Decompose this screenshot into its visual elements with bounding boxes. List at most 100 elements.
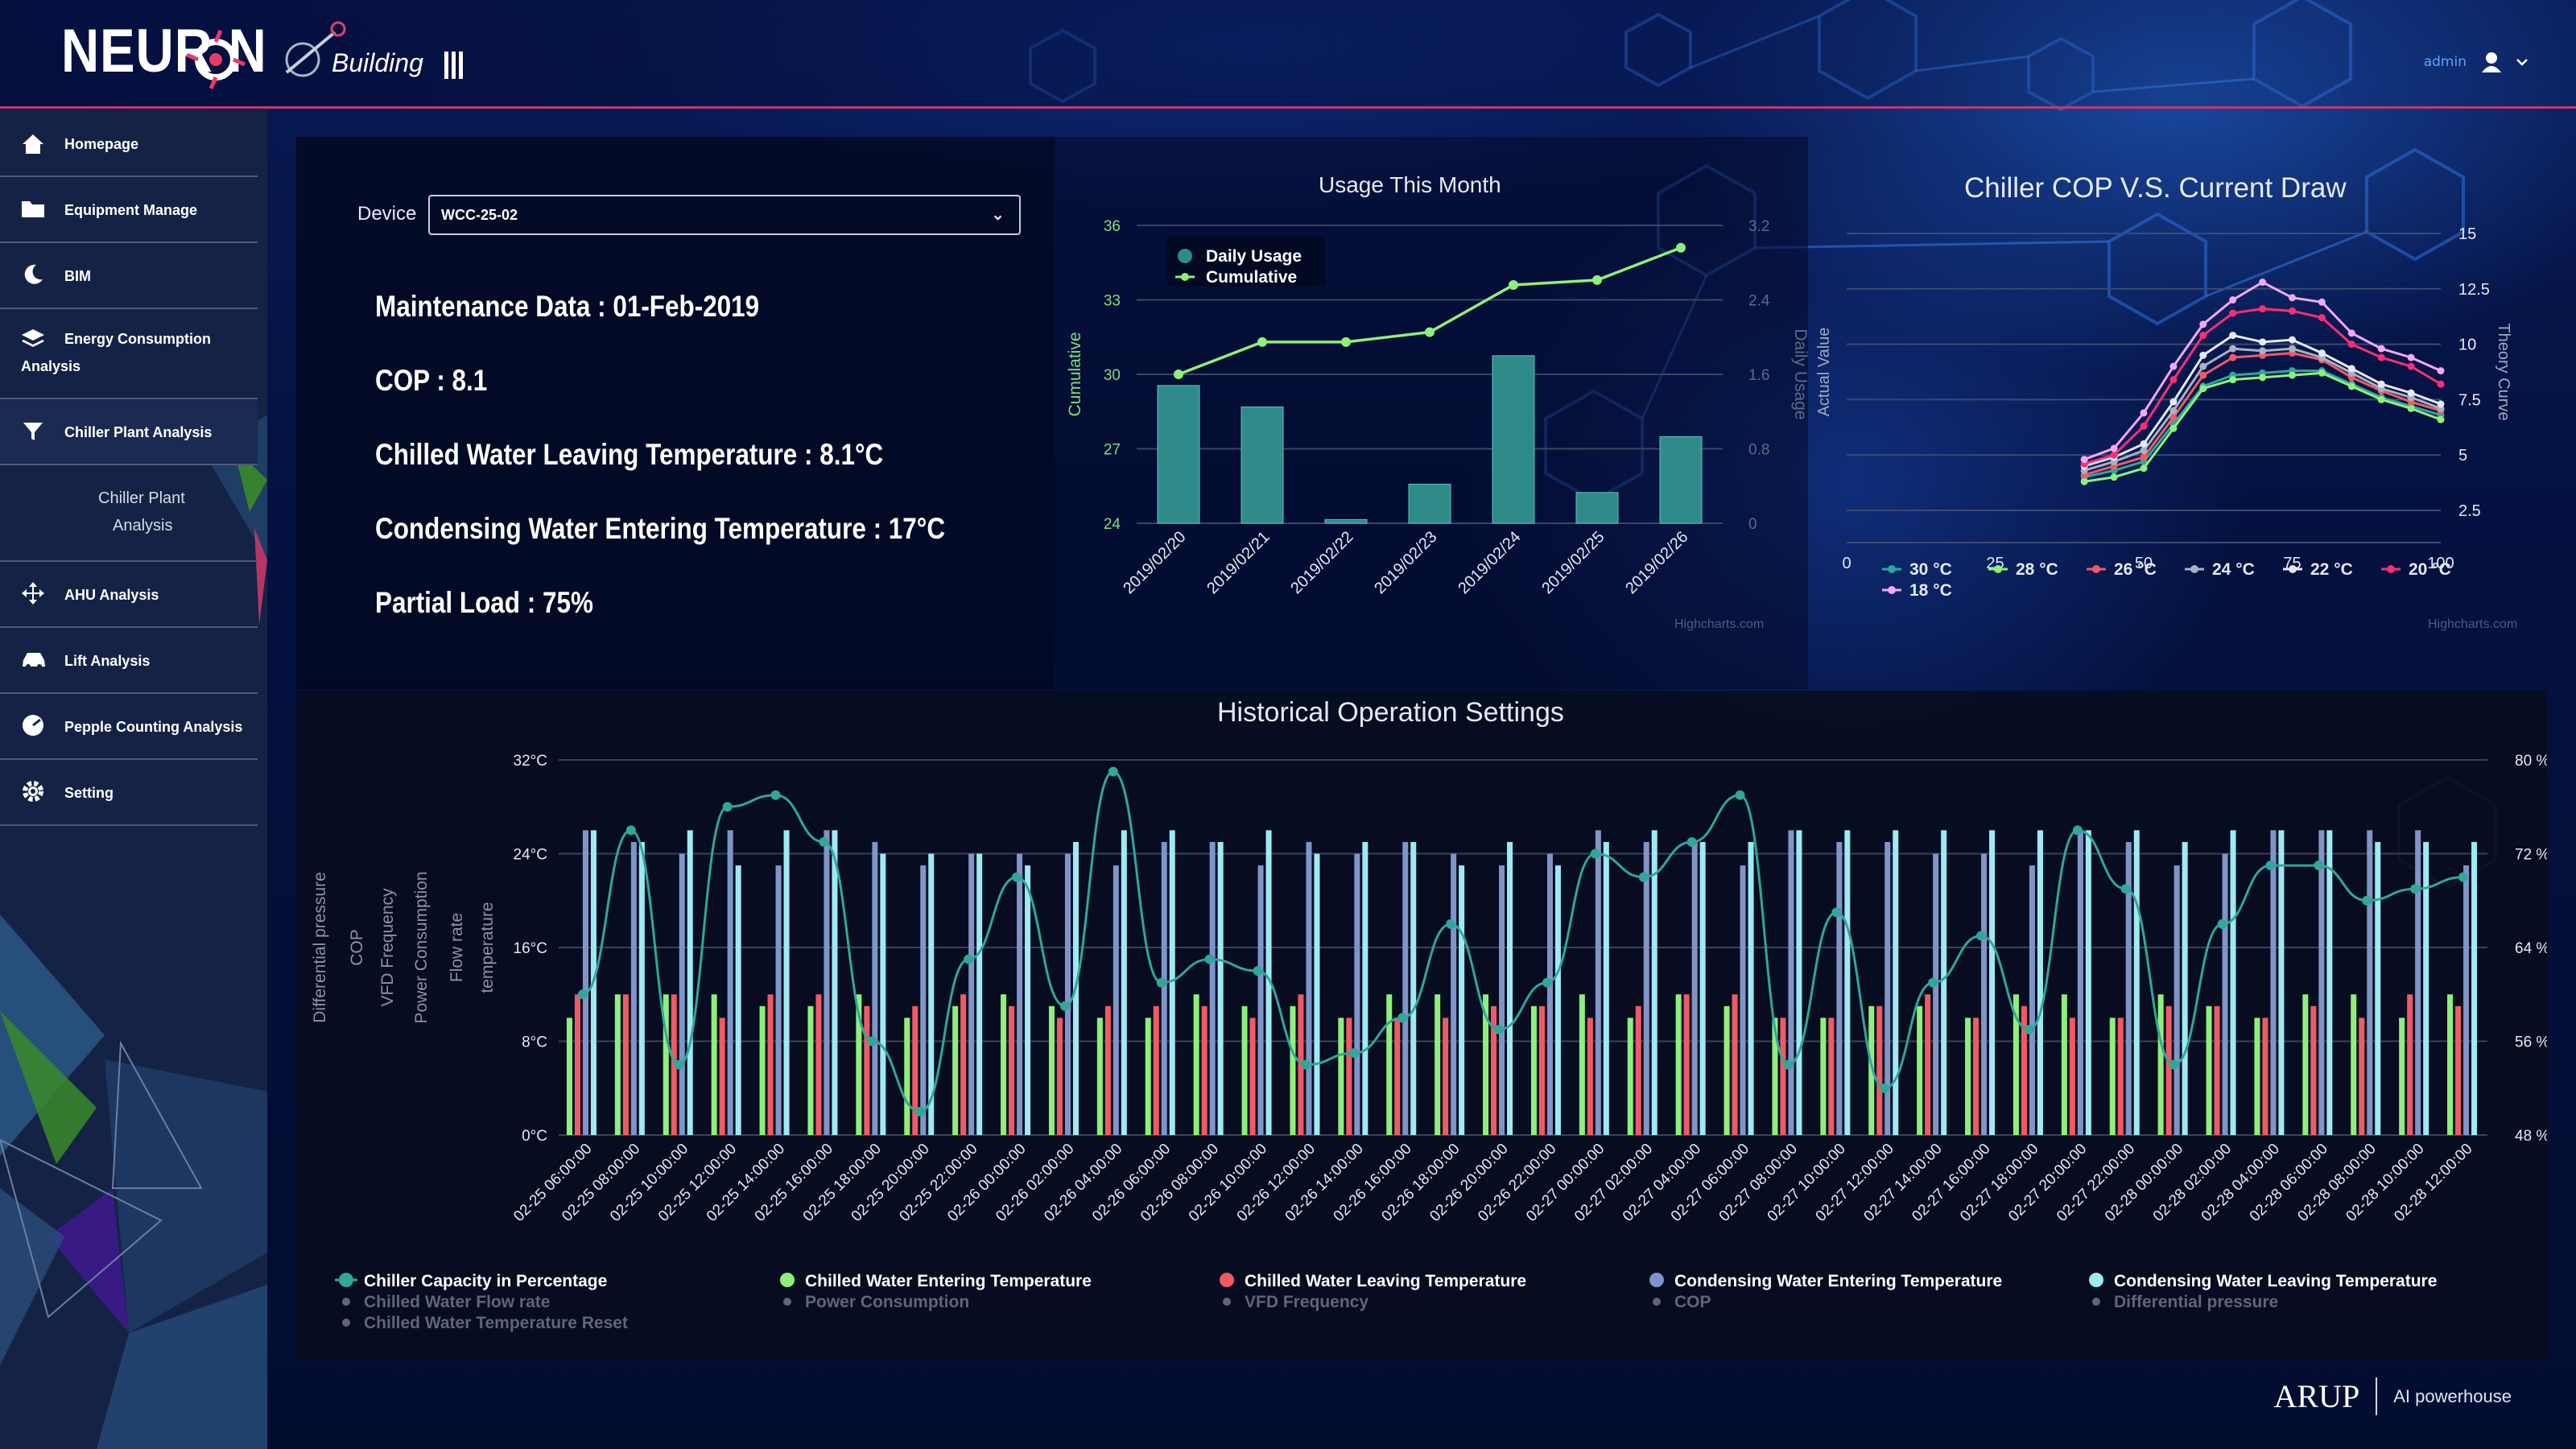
chilled-water-leaving-temp: Chilled Water Leaving Temperature : 8.1°…: [375, 438, 884, 471]
history-bar: [1394, 1018, 1401, 1135]
history-bar: [1965, 1018, 1971, 1135]
history-bar: [2174, 865, 2180, 1135]
user-menu[interactable]: admin: [2424, 52, 2528, 72]
y-tick-label: 0°C: [522, 1128, 547, 1145]
legend-label-inactive: Power Consumption: [805, 1293, 969, 1311]
legend-symbol: [342, 1319, 350, 1327]
cop-series-point: [2259, 279, 2267, 287]
logo-fan-icon: [186, 30, 246, 89]
cop-series-point: [2169, 376, 2178, 384]
moon-icon: [21, 262, 45, 287]
chiller-capacity-point: [2217, 919, 2227, 929]
sidebar-decoration: [0, 415, 267, 1449]
history-bar: [630, 841, 637, 1135]
legend-label: 26 °C: [2114, 560, 2157, 579]
chiller-capacity-point: [2024, 1024, 2034, 1034]
cop-series-point: [2229, 332, 2237, 340]
menu-toggle-button[interactable]: [444, 52, 467, 80]
history-bar: [824, 830, 830, 1135]
history-bar: [2029, 865, 2035, 1135]
history-bar: [735, 865, 741, 1135]
sidebar-item-ahu-analysis[interactable]: AHU Analysis: [0, 562, 258, 628]
history-bar: [1009, 1005, 1015, 1135]
chiller-capacity-point: [2362, 895, 2372, 906]
legend-label: Condensing Water Entering Temperature: [1674, 1272, 2002, 1290]
history-bar: [1893, 830, 1899, 1135]
history-bar: [2157, 994, 2164, 1135]
legend-label-inactive: VFD Frequency: [1245, 1293, 1368, 1311]
cop-series-point: [2140, 453, 2148, 461]
device-select[interactable]: WCC-25-02 ⌄: [428, 195, 1021, 235]
x-tick-label: 2019/02/22: [1287, 528, 1356, 597]
y2-tick-label: 0: [1748, 516, 1757, 533]
cop-value: COP : 8.1: [375, 364, 488, 397]
cop-series-point: [2259, 305, 2267, 313]
legend-label: 18 °C: [1909, 581, 1952, 600]
history-bar: [1459, 865, 1465, 1135]
cop-series-point: [2259, 338, 2267, 346]
cop-chart-title: Chiller COP V.S. Current Draw: [1964, 172, 2347, 204]
y2-tick-label: 80 %: [2515, 753, 2547, 770]
daily-usage-bar: [1659, 436, 1703, 524]
legend-symbol: [1223, 1298, 1231, 1306]
cop-series-point: [2229, 345, 2237, 353]
folder-icon: [21, 196, 45, 221]
sidebar-item-setting[interactable]: Setting: [0, 760, 258, 826]
legend-symbol: [2089, 1273, 2103, 1287]
cop-series-point: [2437, 367, 2445, 375]
history-bar: [1217, 841, 1224, 1135]
history-bar: [574, 994, 580, 1135]
history-bar: [2310, 1005, 2317, 1135]
chiller-capacity-point: [819, 836, 829, 847]
history-bar: [1001, 994, 1007, 1135]
y-axis-label: Power Consumption: [412, 871, 431, 1023]
sidebar-item-energy-consumption[interactable]: Energy Consumption Analysis: [0, 309, 258, 399]
history-bar: [1554, 865, 1561, 1135]
partial-load: Partial Load : 75%: [375, 586, 593, 619]
cop-series-point: [2199, 362, 2207, 370]
history-bar: [638, 841, 645, 1135]
history-bar: [2222, 853, 2228, 1135]
legend-label: 30 °C: [1909, 560, 1952, 579]
cop-series-point: [2229, 309, 2237, 317]
device-select-value: WCC-25-02: [441, 207, 518, 223]
cumulative-point: [1592, 275, 1602, 285]
sidebar-item-equipment-manage[interactable]: Equipment Manage: [0, 177, 258, 243]
footer-tagline: AI powerhouse: [2393, 1385, 2512, 1406]
x-tick-label: 2019/02/20: [1120, 528, 1189, 597]
daily-usage-bar: [1241, 406, 1284, 524]
legend-symbol: [1649, 1273, 1664, 1287]
cop-series-point: [2140, 440, 2148, 448]
sidebar-subitem-chiller-plant-analysis[interactable]: Chiller Plant Analysis: [0, 465, 258, 562]
history-bar: [2423, 841, 2429, 1135]
history-bar: [783, 830, 790, 1135]
cop-series-point: [2347, 341, 2355, 349]
history-bar: [614, 994, 621, 1135]
sidebar-item-people-counting[interactable]: Pepple Counting Analysis: [0, 694, 258, 760]
history-bar: [622, 994, 629, 1135]
legend-label-inactive: Differential pressure: [2114, 1293, 2278, 1311]
history-bar: [1314, 853, 1320, 1135]
history-bar: [2262, 1018, 2268, 1135]
cumulative-point: [1257, 336, 1267, 347]
history-bar: [2230, 830, 2236, 1135]
y-axis-label: Differential pressure: [311, 872, 329, 1023]
sidebar-item-lift-analysis[interactable]: Lift Analysis: [0, 628, 258, 694]
cop-series-line: [2083, 347, 2442, 472]
sidebar-item-bim[interactable]: BIM: [0, 243, 258, 309]
y-axis-label: temperature: [478, 902, 497, 993]
sidebar-item-homepage[interactable]: Homepage: [0, 114, 258, 177]
history-bar: [1732, 994, 1738, 1135]
y-tick-label: 36: [1104, 218, 1121, 235]
cop-series-point: [2289, 371, 2296, 379]
history-bar: [1675, 994, 1682, 1135]
history-bar: [960, 994, 967, 1135]
legend-symbol: [1178, 249, 1192, 263]
cop-series-point: [2199, 371, 2207, 379]
y2-tick-label: 1.6: [1748, 367, 1769, 384]
legend-symbol: [2092, 565, 2100, 573]
history-bar: [1290, 1005, 1296, 1135]
sidebar-item-chiller-plant-analysis[interactable]: Chiller Plant Analysis: [0, 399, 258, 465]
history-bar: [711, 994, 717, 1135]
chiller-capacity-point: [1590, 848, 1600, 859]
